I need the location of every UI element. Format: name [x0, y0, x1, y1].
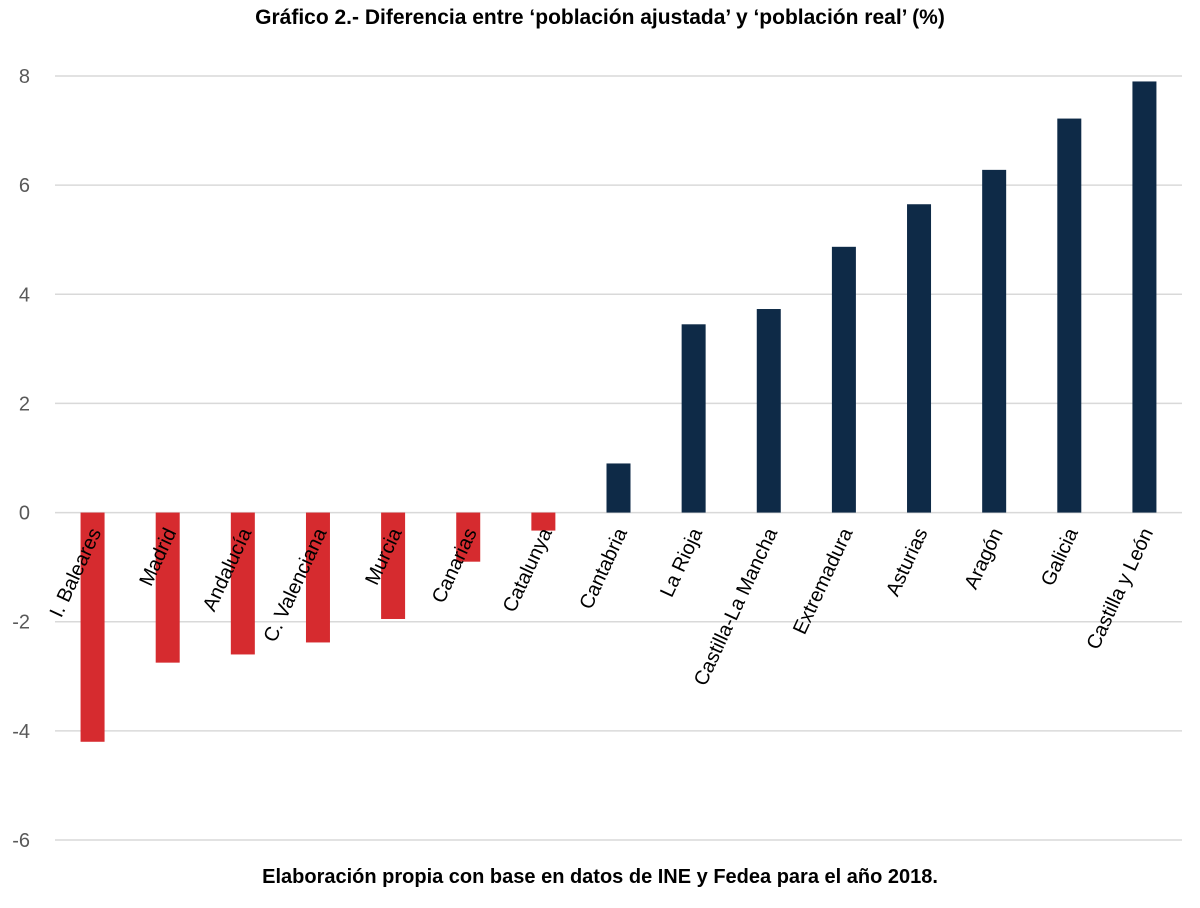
x-tick-label: Catalunya	[499, 524, 557, 616]
bar	[982, 169, 1007, 513]
y-tick-label: 8	[19, 66, 30, 88]
y-tick-label: 0	[19, 503, 30, 525]
chart-footer: Elaboración propia con base en datos de …	[262, 866, 938, 888]
x-axis-labels: I. Baleares Madrid Andalucía C. Valenciana M…	[46, 524, 1158, 689]
bar	[456, 512, 481, 562]
y-tick-label: -4	[12, 721, 30, 743]
x-tick-label: Galicia	[1037, 524, 1083, 589]
y-tick-label: 6	[19, 175, 30, 197]
bar	[381, 512, 406, 619]
bar	[907, 204, 932, 513]
y-tick-label: -6	[12, 830, 30, 852]
y-tick-label: 4	[19, 284, 30, 306]
chart-title: Gráfico 2.- Diferencia entre ‘población …	[255, 6, 945, 29]
x-tick-label: Cantabria	[575, 524, 632, 613]
bar	[230, 512, 255, 655]
bar	[305, 512, 330, 643]
bars	[80, 81, 1157, 742]
bar	[80, 512, 105, 742]
y-tick-label: 2	[19, 393, 30, 415]
y-axis-ticks: -6 -4 -2 0 2 4 6 8	[12, 66, 30, 852]
gridlines	[55, 75, 1182, 841]
bar	[155, 512, 180, 663]
x-tick-label: Castilla y León	[1083, 525, 1158, 653]
bar	[831, 246, 856, 513]
x-tick-label: Castilla-La Mancha	[690, 524, 783, 689]
x-tick-label: La Rioja	[656, 524, 707, 601]
bar-chart: -6 -4 -2 0 2 4 6 8 I. Baleares Madrid Andalucía C.…	[12, 66, 1182, 852]
bar	[1132, 81, 1157, 513]
bar	[606, 463, 631, 513]
y-tick-label: -2	[12, 612, 30, 634]
x-tick-label: Extremadura	[789, 524, 858, 638]
bar	[756, 309, 781, 513]
x-tick-label: Canarias	[428, 525, 482, 607]
bar	[1057, 118, 1082, 513]
bar	[681, 324, 706, 513]
x-tick-label: Aragón	[961, 525, 1008, 593]
x-tick-label: Asturias	[882, 525, 932, 600]
bar	[531, 512, 556, 531]
